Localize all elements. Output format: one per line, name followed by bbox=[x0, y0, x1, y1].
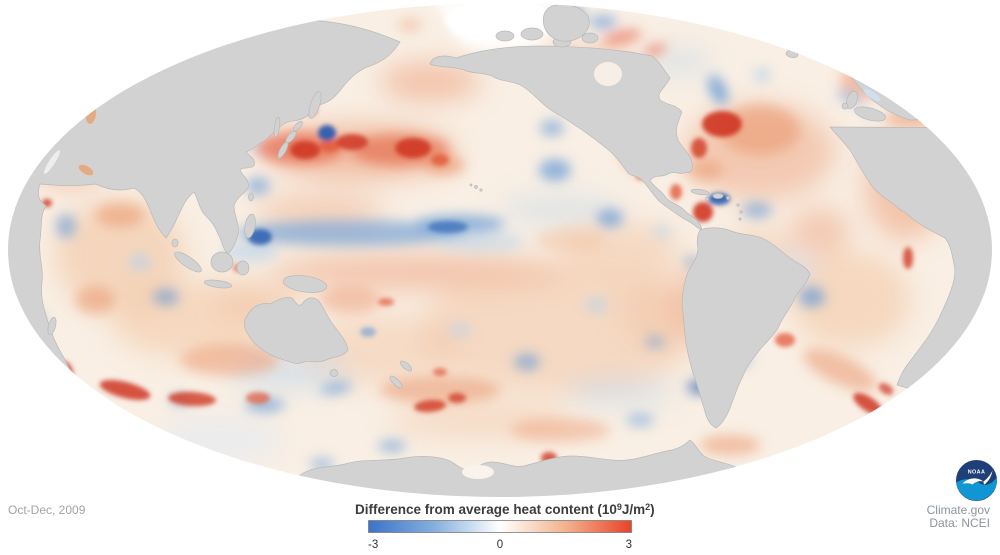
noaa-logo-text: NOAA bbox=[968, 470, 985, 476]
date-label: Oct-Dec, 2009 bbox=[8, 503, 86, 517]
sumatra bbox=[174, 251, 202, 273]
black-sea bbox=[84, 82, 100, 90]
baltic-sea bbox=[863, 88, 881, 102]
red-sea bbox=[43, 150, 61, 174]
north-america bbox=[429, 45, 703, 231]
colorbar bbox=[368, 520, 632, 533]
tick-max: 3 bbox=[625, 539, 632, 551]
credits: Climate.gov Data: NCEI bbox=[927, 504, 990, 530]
madagascar bbox=[47, 316, 57, 336]
legend-title-text: Difference from average heat content bbox=[355, 502, 594, 517]
noaa-logo: NOAA bbox=[956, 460, 997, 501]
colorbar-ticks: -3 0 3 bbox=[368, 539, 632, 553]
britain bbox=[846, 91, 858, 109]
tick-min: -3 bbox=[368, 539, 379, 551]
australia bbox=[243, 297, 349, 364]
philippines bbox=[244, 213, 256, 239]
new-zealand-north bbox=[399, 360, 413, 372]
iberia-france bbox=[854, 106, 886, 122]
south-america bbox=[681, 227, 811, 429]
world-heat-anomaly-map bbox=[8, 3, 992, 497]
persian-gulf bbox=[78, 164, 94, 176]
new-guinea bbox=[282, 275, 328, 293]
ross-sea bbox=[462, 465, 494, 479]
kamchatka bbox=[308, 91, 322, 119]
legend: Difference from average heat content (10… bbox=[355, 502, 655, 553]
borneo bbox=[210, 251, 234, 273]
sulawesi bbox=[236, 260, 250, 276]
noaa-seagull-icon bbox=[962, 478, 984, 485]
ireland bbox=[841, 102, 849, 110]
credit-climate-gov: Climate.gov bbox=[926, 503, 990, 517]
colorbar-gradient bbox=[368, 520, 632, 533]
tick-mid: 0 bbox=[496, 539, 504, 551]
java bbox=[203, 279, 233, 289]
noaa-seagull-wing-icon bbox=[983, 470, 993, 485]
new-zealand-south bbox=[389, 375, 403, 389]
greenland bbox=[542, 4, 590, 42]
tasmania bbox=[329, 369, 339, 377]
cuba bbox=[690, 188, 710, 196]
credit-data-source: Data: NCEI bbox=[929, 516, 990, 530]
legend-unit: (109J/m2) bbox=[593, 502, 655, 517]
legend-title: Difference from average heat content (10… bbox=[355, 502, 655, 517]
hudson-bay bbox=[594, 62, 622, 86]
